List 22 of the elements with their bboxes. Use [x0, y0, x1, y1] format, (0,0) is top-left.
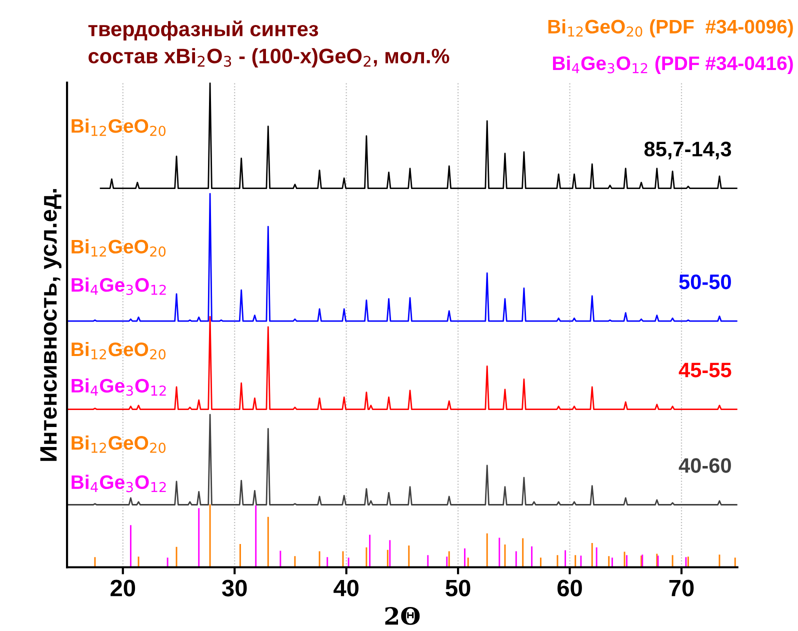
annotation: Bi$_{4}$Ge$_{3}$O$_{12}$: [72, 378, 166, 396]
text: Bi$_{4}$Ge$_{3}$O$_{12}$ (PDF #34-0416): [553, 56, 793, 74]
chart-title: твердофазный синтез состав xBi$_{2}$O$_{3}$ - (100-x)GeO$_{2}$, мол.%: [88, 20, 450, 68]
annotation: Bi$_{12}$GeO$_{20}$: [72, 239, 166, 257]
annotation: Bi$_{4}$Ge$_{3}$O$_{12}$: [72, 474, 166, 492]
x-tick-label: 20: [110, 580, 136, 596]
y-axis-title: Интенсивность, усл.ед.: [40, 189, 62, 461]
text: Bi$_{12}$GeO$_{20}$ (PDF #34-0096): [548, 19, 793, 38]
annotation: Bi$_{12}$GeO$_{20}$: [72, 435, 166, 453]
series-label: 45-55: [678, 362, 732, 378]
x-tick-label: 40: [334, 580, 358, 596]
annotation: Bi$_{12}$GeO$_{20}$: [72, 118, 166, 136]
x-axis-title: 2Θ: [385, 607, 420, 625]
x-tick-label: 30: [222, 580, 247, 596]
series-label: 40-60: [678, 458, 731, 473]
series-label: 50-50: [679, 274, 731, 290]
series-label: 85,7-14,3: [644, 142, 732, 160]
x-tick-label: 70: [669, 580, 694, 596]
annotation: Bi$_{12}$GeO$_{20}$: [72, 342, 166, 360]
x-tick-label: 50: [446, 580, 470, 596]
x-tick-label: 60: [558, 580, 582, 596]
annotation: Bi$_{4}$Ge$_{3}$O$_{12}$: [72, 278, 166, 295]
